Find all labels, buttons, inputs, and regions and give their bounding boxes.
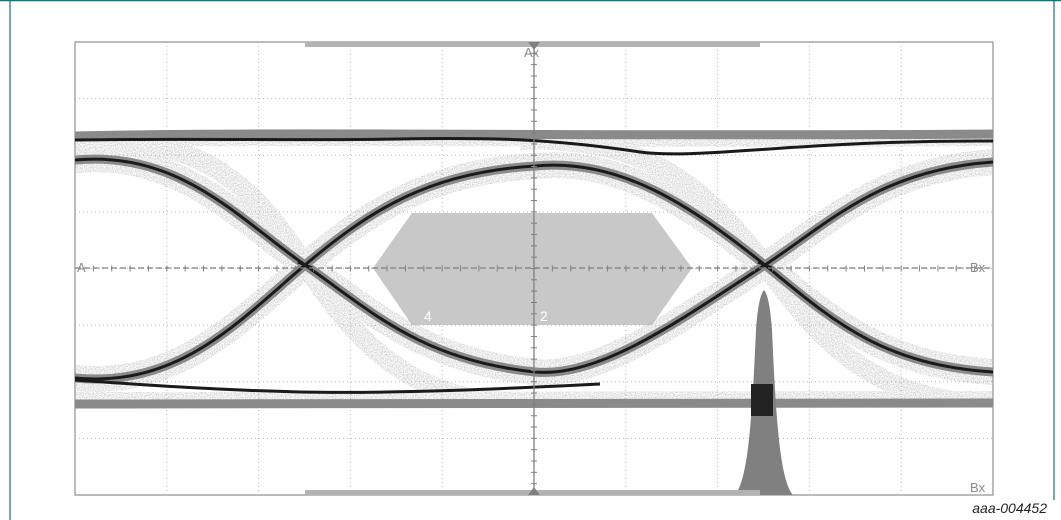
marker-bx-bottom: Bx [970, 480, 986, 495]
axis-ticks [74, 41, 994, 496]
jitter-histogram-peak [751, 384, 773, 416]
marker-a: A [77, 260, 86, 275]
marker-ax: Ax [524, 45, 540, 60]
center-marker-bottom [528, 487, 540, 495]
crossing-markers [297, 260, 773, 270]
mask-label-2: 2 [540, 308, 548, 324]
center-marker-top [528, 42, 540, 50]
trace-core [75, 136, 993, 394]
figure-id: aaa-004452 [972, 500, 1047, 516]
mask-label-4: 4 [424, 308, 432, 324]
marker-bx-mid: Bx [970, 260, 986, 275]
